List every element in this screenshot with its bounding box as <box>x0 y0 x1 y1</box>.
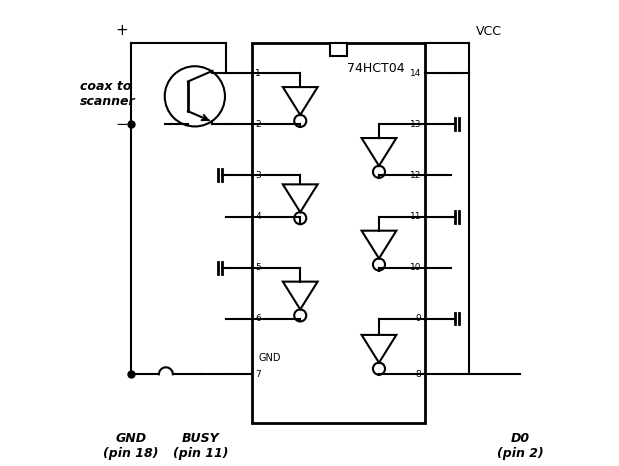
Text: 1: 1 <box>255 69 261 78</box>
Text: 9: 9 <box>416 314 422 323</box>
Text: 2: 2 <box>255 120 261 129</box>
Text: D0
(pin 2): D0 (pin 2) <box>497 432 543 460</box>
Text: 6: 6 <box>255 314 261 323</box>
Bar <box>330 43 347 56</box>
Text: coax to
scanner: coax to scanner <box>80 80 136 108</box>
Text: 5: 5 <box>255 263 261 272</box>
Text: 74HCT04: 74HCT04 <box>347 62 404 75</box>
Text: +: + <box>116 23 128 39</box>
Bar <box>251 43 425 423</box>
Text: 13: 13 <box>410 120 422 129</box>
Text: 4: 4 <box>255 212 261 221</box>
Text: BUSY
(pin 11): BUSY (pin 11) <box>173 432 228 460</box>
Text: 8: 8 <box>416 370 422 379</box>
Text: 11: 11 <box>410 212 422 221</box>
Text: 10: 10 <box>410 263 422 272</box>
Text: GND: GND <box>259 353 281 363</box>
Text: 14: 14 <box>410 69 422 78</box>
Text: 3: 3 <box>255 171 261 179</box>
Text: −: − <box>116 116 128 131</box>
Text: 12: 12 <box>410 171 422 179</box>
Text: GND
(pin 18): GND (pin 18) <box>103 432 159 460</box>
Text: 7: 7 <box>255 370 261 379</box>
Text: VCC: VCC <box>476 26 502 39</box>
